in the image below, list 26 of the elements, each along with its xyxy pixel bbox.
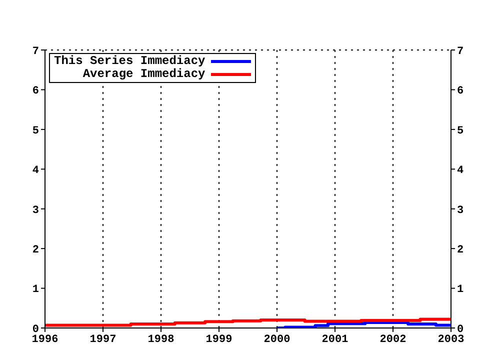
y2-tick-label: 4 — [457, 165, 464, 178]
x-tick-label: 1997 — [90, 334, 116, 346]
y-tick-label: 0 — [32, 324, 39, 336]
x-tick-label: 1996 — [32, 334, 58, 346]
legend-label: Average Immediacy — [82, 67, 206, 81]
y2-tick-label: 5 — [457, 125, 464, 138]
y-tick-label: 2 — [32, 244, 39, 256]
x-tick-label: 1999 — [206, 334, 232, 346]
legend-label: This Series Immediacy — [54, 54, 206, 68]
y-tick-label: 5 — [32, 125, 40, 138]
y2-tick-label: 3 — [457, 204, 464, 217]
x-tick-label: 2001 — [322, 334, 349, 346]
y-tick-label: 3 — [32, 204, 40, 217]
y-tick-label: 7 — [32, 46, 39, 58]
x-tick-label: 1998 — [148, 334, 175, 346]
y2-tick-label: 2 — [457, 244, 464, 256]
y2-tick-label: 0 — [457, 324, 464, 336]
y-tick-label: 1 — [32, 284, 40, 296]
y2-tick-label: 6 — [457, 86, 464, 98]
y-tick-label: 4 — [32, 165, 40, 178]
x-tick-label: 2002 — [380, 334, 406, 346]
y-tick-label: 6 — [32, 86, 39, 98]
x-tick-label: 2003 — [438, 334, 465, 346]
y2-tick-label: 1 — [457, 284, 464, 296]
y2-tick-label: 7 — [457, 46, 464, 58]
x-tick-label: 2000 — [264, 334, 290, 346]
